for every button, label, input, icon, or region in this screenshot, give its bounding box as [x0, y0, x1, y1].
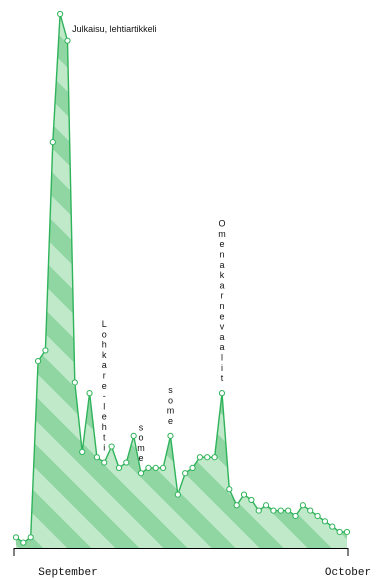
data-point	[160, 464, 167, 471]
data-point	[101, 459, 108, 466]
data-point	[211, 454, 218, 461]
data-point	[226, 486, 233, 493]
data-point	[285, 507, 292, 514]
data-point	[248, 496, 255, 504]
data-point	[189, 464, 196, 471]
x-tick-label-september: September	[38, 567, 97, 579]
data-point	[20, 539, 27, 546]
data-point	[277, 507, 284, 514]
annotations: Julkaisu, lehtiartikkeli L o h k a r e -l e h t i s o m…	[72, 24, 226, 463]
data-point	[115, 464, 123, 471]
data-point	[145, 464, 152, 471]
data-point	[196, 454, 203, 461]
data-point	[270, 507, 277, 514]
data-point	[49, 139, 56, 146]
data-point	[329, 523, 336, 530]
data-point	[255, 507, 262, 514]
data-point	[123, 459, 130, 466]
data-point	[204, 454, 211, 461]
data-point	[343, 528, 351, 536]
x-tick-label-october: October	[325, 567, 371, 579]
data-point	[137, 470, 145, 477]
data-point	[12, 534, 20, 541]
data-point	[336, 528, 343, 536]
data-point	[79, 448, 86, 455]
data-point	[240, 491, 248, 498]
annotation-label: Julkaisu, lehtiartikkeli	[72, 24, 157, 34]
data-point	[34, 358, 42, 365]
data-point	[262, 502, 270, 509]
data-point	[299, 502, 306, 509]
data-point	[130, 432, 137, 439]
data-point	[71, 379, 78, 386]
data-point	[233, 502, 240, 509]
data-point	[292, 512, 299, 520]
data-point	[64, 37, 71, 44]
series-area-fill	[16, 14, 347, 548]
data-point	[93, 454, 101, 461]
data-point	[108, 443, 115, 450]
series-line	[15, 13, 347, 544]
data-point	[86, 390, 93, 397]
data-point	[174, 491, 181, 498]
data-point	[167, 432, 174, 439]
data-point	[27, 534, 34, 541]
data-point	[314, 512, 321, 520]
data-point	[42, 347, 49, 354]
data-points	[12, 10, 351, 546]
data-point	[57, 10, 64, 18]
data-point	[307, 507, 314, 514]
data-point	[218, 390, 226, 397]
data-point	[182, 470, 189, 477]
data-point	[321, 518, 329, 525]
data-point	[152, 464, 159, 471]
